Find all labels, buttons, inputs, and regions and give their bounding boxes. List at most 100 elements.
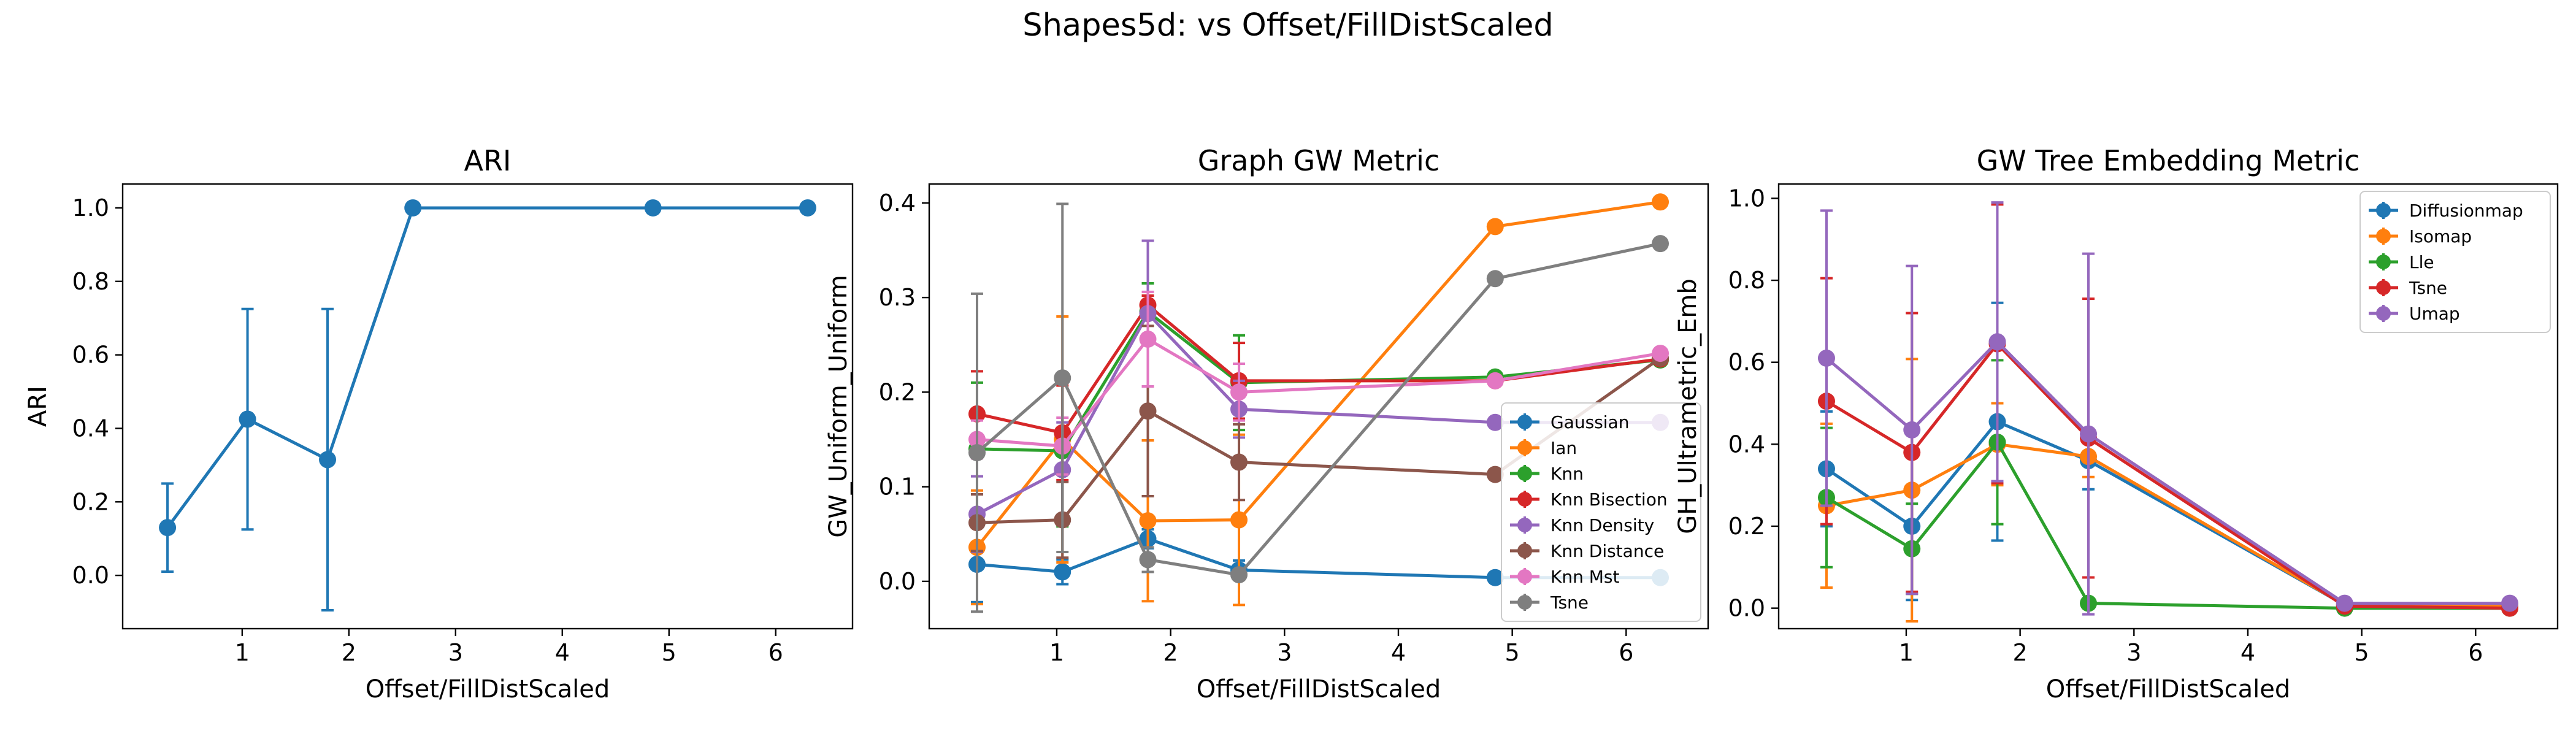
y-tick-label: 0.2 bbox=[879, 378, 916, 405]
data-point bbox=[2080, 425, 2098, 443]
legend-marker bbox=[2376, 203, 2391, 218]
x-tick-label: 2 bbox=[2013, 639, 2028, 666]
y-tick-label: 1.0 bbox=[1728, 185, 1765, 212]
series-tsne bbox=[968, 202, 1669, 613]
x-axis-label: Offset/FillDistScaled bbox=[2046, 675, 2291, 703]
legend-item: Gaussian bbox=[1510, 412, 1629, 432]
x-tick-label: 4 bbox=[2241, 639, 2255, 666]
legend-marker bbox=[2376, 229, 2391, 243]
data-point bbox=[1652, 345, 1669, 362]
legend-item: Isomap bbox=[2369, 226, 2472, 247]
legend-label: Ian bbox=[1551, 438, 1577, 458]
x-tick-label: 6 bbox=[1619, 639, 1633, 666]
x-tick-label: 5 bbox=[662, 639, 677, 666]
legend-label: Gaussian bbox=[1551, 412, 1629, 432]
axes-frame bbox=[1777, 183, 2559, 630]
subplot-title: Graph GW Metric bbox=[1198, 144, 1439, 177]
legend-marker bbox=[1517, 595, 1532, 610]
legend-marker bbox=[2376, 280, 2391, 295]
data-point bbox=[1054, 563, 1071, 581]
y-tick-label: 0.0 bbox=[72, 562, 109, 589]
legend-item: Knn Density bbox=[1510, 515, 1654, 535]
legend-item: Knn Bisection bbox=[1510, 489, 1668, 510]
data-point bbox=[1230, 566, 1248, 584]
series-diffusionmap bbox=[1817, 301, 2519, 614]
legend-marker bbox=[2376, 255, 2391, 269]
data-point bbox=[1230, 511, 1248, 529]
legend-label: Diffusionmap bbox=[2409, 201, 2523, 221]
data-point bbox=[404, 199, 422, 217]
series-line bbox=[976, 242, 1661, 577]
legend-label: Knn Distance bbox=[1551, 541, 1664, 561]
series-line bbox=[976, 337, 1661, 448]
legend-item: Tsne bbox=[2369, 278, 2447, 298]
series-line bbox=[976, 309, 1661, 453]
y-tick-label: 0.6 bbox=[72, 342, 109, 369]
y-axis-label: GH_Ultrametric_Emb bbox=[1674, 278, 1702, 534]
x-tick-label: 6 bbox=[2468, 639, 2483, 666]
legend-marker bbox=[1517, 466, 1532, 481]
y-tick-label: 0.6 bbox=[1728, 349, 1765, 376]
data-point bbox=[799, 199, 816, 217]
subplot-title: ARI bbox=[464, 144, 512, 177]
legend-marker bbox=[1517, 518, 1532, 532]
data-point bbox=[644, 199, 662, 217]
legend: Gaussian Ian Knn Knn Bisection Knn Density Kn… bbox=[1501, 402, 1701, 622]
legend-frame bbox=[1501, 402, 1701, 622]
data-point bbox=[1817, 349, 1835, 367]
x-tick-label: 1 bbox=[1049, 639, 1064, 666]
legend-label: Knn Mst bbox=[1551, 567, 1620, 587]
legend-label: Knn Bisection bbox=[1551, 489, 1668, 510]
data-point bbox=[1988, 333, 2006, 351]
series-umap bbox=[1817, 201, 2519, 616]
x-tick-label: 1 bbox=[235, 639, 250, 666]
y-tick-label: 0.4 bbox=[1728, 431, 1765, 458]
y-tick-label: 0.1 bbox=[879, 473, 916, 500]
legend-item: Knn Mst bbox=[1510, 567, 1620, 587]
series-line bbox=[166, 206, 808, 529]
data-point bbox=[239, 410, 256, 428]
data-point bbox=[159, 519, 177, 537]
y-axis-label: GW_Uniform_Uniform bbox=[824, 275, 853, 538]
legend-marker bbox=[1517, 543, 1532, 558]
data-point bbox=[1486, 466, 1504, 483]
data-point bbox=[1486, 413, 1504, 431]
y-axis-label: ARI bbox=[24, 386, 52, 427]
data-point bbox=[1903, 421, 1921, 439]
data-point bbox=[319, 451, 337, 469]
y-tick-label: 0.0 bbox=[1728, 595, 1765, 622]
legend-item: Tsne bbox=[1510, 592, 1589, 613]
legend-item: Lle bbox=[2369, 252, 2434, 272]
axes-frame bbox=[121, 183, 854, 630]
data-point bbox=[968, 444, 986, 462]
y-tick-label: 0.8 bbox=[1728, 267, 1765, 294]
data-point bbox=[1486, 218, 1504, 236]
legend-marker bbox=[1517, 492, 1532, 507]
axes-frame bbox=[928, 183, 1709, 630]
legend-label: Lle bbox=[2409, 252, 2434, 272]
legend-marker bbox=[2376, 306, 2391, 321]
legend-marker bbox=[1517, 415, 1532, 429]
y-tick-label: 0.4 bbox=[879, 190, 916, 217]
legend-frame bbox=[2359, 191, 2551, 333]
data-point bbox=[1230, 453, 1248, 471]
data-point bbox=[1139, 512, 1157, 530]
data-point bbox=[1486, 372, 1504, 389]
x-axis-label: Offset/FillDistScaled bbox=[366, 675, 610, 703]
subplot-1: ARI 1 2 3 4 5 6 0.0 0.2 0.4 0.6 0.8 1.0 Offset/FillDi… bbox=[24, 144, 854, 703]
x-tick-label: 4 bbox=[555, 639, 570, 666]
legend-item: Umap bbox=[2369, 304, 2460, 324]
data-point bbox=[1652, 193, 1669, 211]
legend-label: Tsne bbox=[2409, 278, 2447, 298]
data-point bbox=[1139, 330, 1157, 348]
x-tick-label: 3 bbox=[448, 639, 463, 666]
legend-label: Isomap bbox=[2409, 226, 2472, 247]
legend-item: Ian bbox=[1510, 438, 1577, 458]
series-line bbox=[1825, 341, 2510, 610]
series-line bbox=[1825, 439, 2510, 610]
x-tick-label: 3 bbox=[1277, 639, 1292, 666]
subplot-2: Graph GW Metric 1 2 3 4 5 6 0.0 0.1 0.2 0.3 0.4 Offs… bbox=[824, 144, 1709, 703]
x-tick-label: 5 bbox=[2355, 639, 2369, 666]
series-line bbox=[1825, 420, 2510, 607]
